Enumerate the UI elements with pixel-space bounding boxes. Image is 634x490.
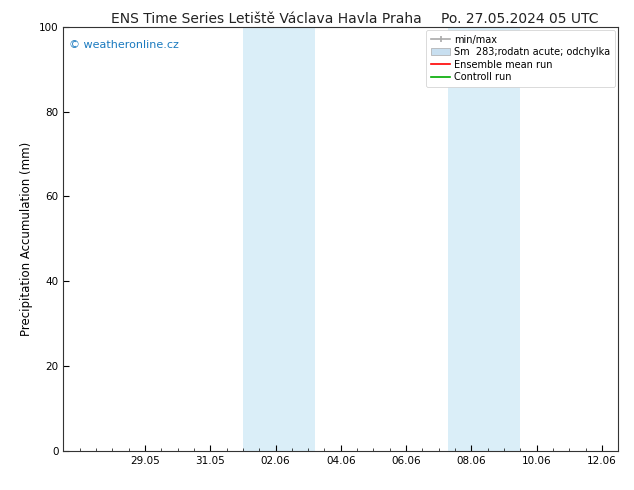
Text: ENS Time Series Letiště Václava Havla Praha: ENS Time Series Letiště Václava Havla Pr… bbox=[111, 12, 422, 26]
Bar bbox=[448, 27, 521, 451]
Legend: min/max, Sm  283;rodatn acute; odchylka, Ensemble mean run, Controll run: min/max, Sm 283;rodatn acute; odchylka, … bbox=[426, 30, 615, 87]
Bar bbox=[243, 27, 314, 451]
Text: Po. 27.05.2024 05 UTC: Po. 27.05.2024 05 UTC bbox=[441, 12, 598, 26]
Y-axis label: Precipitation Accumulation (mm): Precipitation Accumulation (mm) bbox=[20, 142, 34, 336]
Text: © weatheronline.cz: © weatheronline.cz bbox=[69, 40, 179, 49]
